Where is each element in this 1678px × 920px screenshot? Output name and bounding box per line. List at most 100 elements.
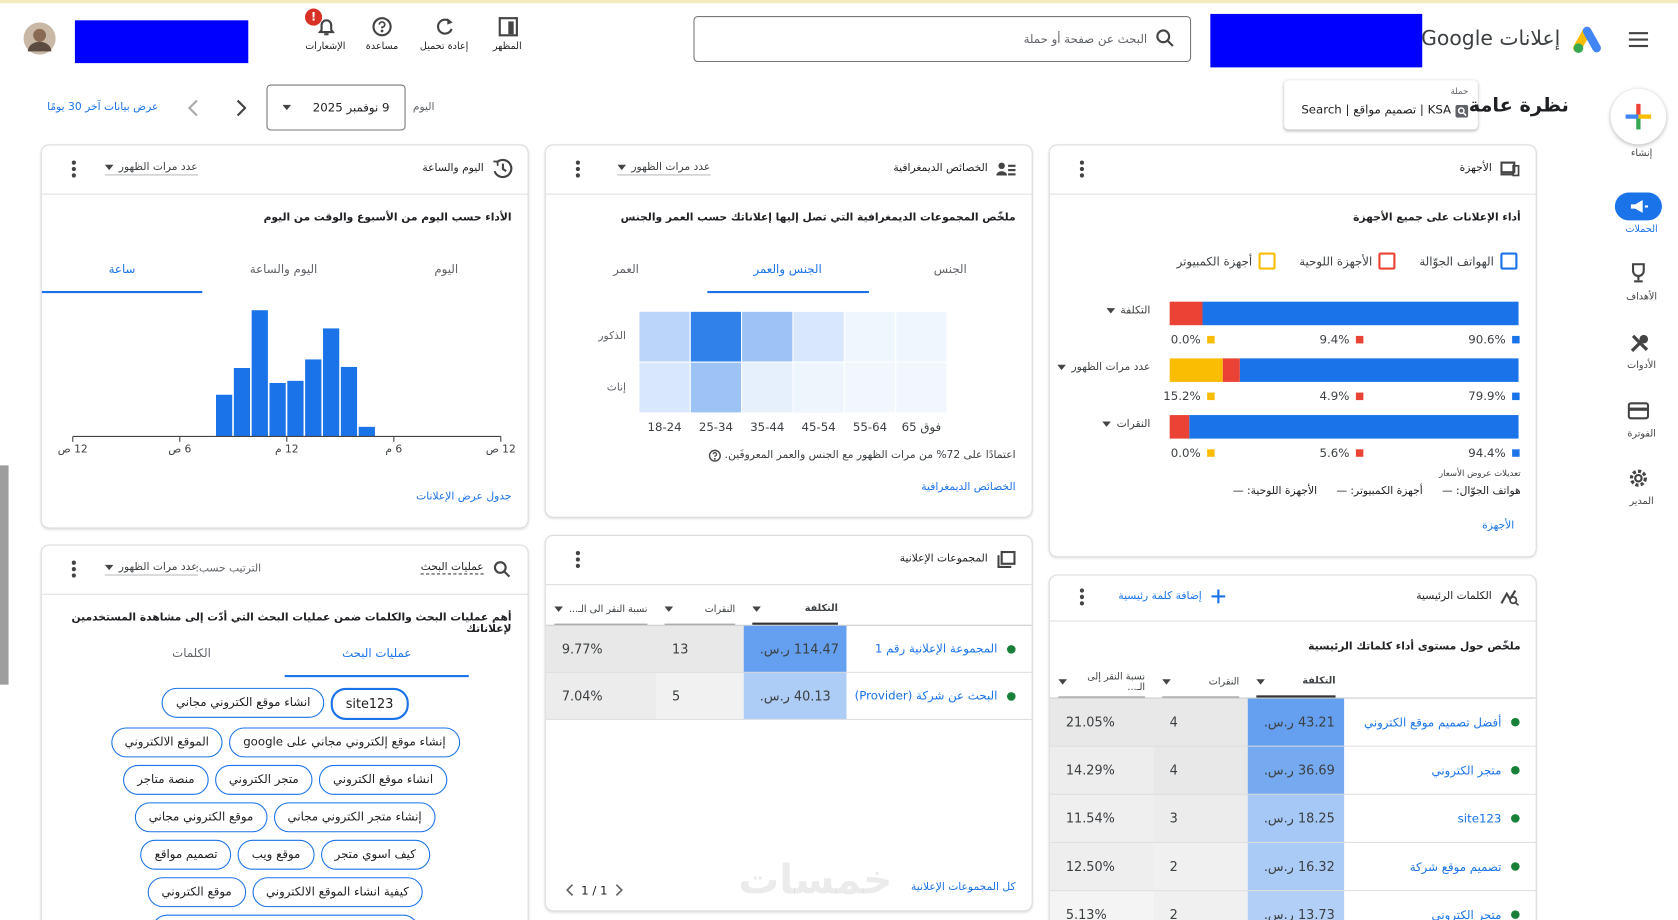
tab[interactable]: عمليات البحث bbox=[342, 646, 412, 661]
caret bbox=[554, 606, 563, 612]
card-link[interactable]: الأجهزة bbox=[1482, 519, 1515, 532]
admin-icon[interactable] bbox=[1628, 467, 1649, 488]
more-menu[interactable] bbox=[575, 550, 581, 569]
metric-dropdown[interactable]: عدد مرات الظهور bbox=[1057, 362, 1150, 375]
card-title[interactable]: عمليات البحث bbox=[420, 561, 484, 575]
caret bbox=[1162, 679, 1171, 685]
caret bbox=[1057, 364, 1067, 371]
date-picker[interactable]: 9 نوفمبر 2025 bbox=[266, 84, 406, 131]
row-name-link[interactable]: المجموعة الإعلانية رقم 1 bbox=[874, 641, 998, 656]
help-icon[interactable] bbox=[708, 449, 721, 462]
tab[interactable]: الجنس والعمر bbox=[753, 262, 822, 277]
add-keyword[interactable]: إضافة كلمة رئيسية bbox=[1118, 590, 1202, 603]
row-name-link[interactable]: متجر الكتروني bbox=[1431, 763, 1502, 778]
card-title: الأجهزة bbox=[1459, 162, 1492, 175]
search-term-chip[interactable]: انشاء موقع الكتروني مجاني bbox=[162, 687, 325, 718]
row-name-link[interactable]: البحث عن شركة (Provider) bbox=[854, 688, 998, 703]
metric-dropdown[interactable]: النقرات bbox=[1102, 418, 1150, 431]
heatmap-cell bbox=[843, 310, 897, 363]
more-menu[interactable] bbox=[71, 160, 76, 178]
search-term-chip[interactable]: إنشاء موقع إلكتروني مجاني على google bbox=[229, 727, 460, 758]
goals-icon[interactable] bbox=[1629, 263, 1648, 284]
column-label: 45-54 bbox=[801, 420, 836, 435]
menu-icon[interactable] bbox=[1628, 31, 1650, 48]
legend-item: أجهزة الكمبيوتر bbox=[1177, 252, 1276, 270]
column-header[interactable]: نسبة النقر الى الـ... bbox=[554, 595, 648, 625]
search-term-chip[interactable]: موقع ويب bbox=[237, 839, 315, 870]
search-term-chip[interactable]: موقع الكتروني bbox=[147, 877, 246, 908]
legend-swatch bbox=[1207, 449, 1215, 457]
bar bbox=[340, 366, 358, 437]
search-term-chip[interactable]: site123 bbox=[330, 687, 409, 720]
page-next[interactable] bbox=[614, 883, 625, 898]
tools-icon[interactable] bbox=[1629, 333, 1650, 354]
bar-segment bbox=[1222, 358, 1240, 382]
create-button[interactable] bbox=[1610, 88, 1667, 145]
row-name-link[interactable]: تصميم موقع شركة bbox=[1409, 859, 1502, 874]
more-menu[interactable] bbox=[1079, 160, 1085, 178]
notifications-icon[interactable] bbox=[316, 16, 337, 37]
card-link[interactable]: الخصائص الديمغرافية bbox=[921, 481, 1016, 494]
demographics-card: الخصائص الديمغرافية عدد مرات الظهور ملخّ… bbox=[544, 144, 1033, 518]
help-icon[interactable] bbox=[371, 16, 392, 37]
search-box[interactable]: البحث عن صفحة أو حملة bbox=[693, 16, 1192, 63]
redacted-box bbox=[1210, 13, 1423, 68]
campaign-selector[interactable]: حملة KSA | تصميم مواقع | Search bbox=[1284, 80, 1478, 129]
search-term-chip[interactable]: موقع الكتروني مجاني bbox=[134, 802, 268, 833]
search-term-chip[interactable]: منصة متاجر bbox=[123, 764, 209, 795]
tab[interactable]: ساعة bbox=[108, 262, 136, 277]
demographics-heatmap bbox=[638, 310, 948, 414]
reload-icon[interactable] bbox=[434, 16, 455, 37]
heatmap-cell bbox=[689, 310, 743, 363]
appearance-icon[interactable] bbox=[498, 16, 519, 37]
row-name-link[interactable]: site123 bbox=[1457, 811, 1502, 826]
billing-icon[interactable] bbox=[1627, 401, 1650, 420]
search-term-chip[interactable]: إنشاء متجر الكتروني مجاني bbox=[273, 802, 436, 833]
column-header[interactable]: التكلفة bbox=[1256, 668, 1336, 698]
more-menu[interactable] bbox=[1079, 588, 1085, 606]
search-term-chip[interactable]: انشاء موقع الكتروني bbox=[319, 764, 448, 795]
card-link[interactable]: كل المجموعات الإعلانية bbox=[910, 881, 1016, 894]
tab[interactable]: اليوم bbox=[434, 262, 459, 277]
row-name-link[interactable]: متجر الكتروني bbox=[1431, 907, 1502, 920]
next-arrow[interactable] bbox=[234, 98, 249, 117]
legend-swatch bbox=[1512, 449, 1520, 457]
metric-dropdown[interactable]: عدد مرات الظهور bbox=[617, 162, 711, 176]
tab[interactable]: العمر bbox=[613, 262, 639, 277]
value-text: 94.4% bbox=[1468, 446, 1506, 461]
column-header[interactable]: النقرات bbox=[664, 595, 736, 625]
add-icon[interactable] bbox=[1211, 589, 1226, 604]
search-term-chip[interactable]: كيفية انشاء الموقع الالكتروني bbox=[252, 877, 423, 908]
search-term-chip[interactable]: site123 customer service phone number bbox=[151, 914, 419, 920]
card-link[interactable]: جدول عرض الإعلانات bbox=[416, 491, 512, 503]
tab[interactable]: الجنس bbox=[933, 262, 967, 277]
more-menu[interactable] bbox=[575, 160, 581, 178]
legend-item: الأجهزة اللوحية bbox=[1299, 252, 1396, 270]
nav-active-pill[interactable] bbox=[1614, 192, 1662, 221]
more-menu[interactable] bbox=[71, 560, 76, 578]
search-term-chip[interactable]: الموقع الالكتروني bbox=[110, 727, 223, 758]
metric-dropdown[interactable]: عدد مرات الظهور bbox=[104, 162, 198, 176]
metric-dropdown[interactable]: التكلفة bbox=[1106, 305, 1150, 318]
column-header[interactable]: التكلفة bbox=[752, 595, 838, 625]
column-header[interactable]: النقرات bbox=[1162, 668, 1240, 698]
prev-arrow[interactable] bbox=[186, 98, 201, 117]
search-term-chip[interactable]: تصميم مواقع bbox=[140, 839, 232, 870]
avatar[interactable] bbox=[23, 22, 56, 55]
row-name-cell: متجر الكتروني bbox=[1344, 891, 1536, 920]
x-tick-label: 12 ص bbox=[57, 443, 88, 456]
campaign-label: حملة bbox=[1450, 86, 1469, 97]
tab[interactable]: اليوم والساعة bbox=[249, 262, 318, 277]
card-header bbox=[545, 145, 1032, 195]
row-name-link[interactable]: أفضل تصميم موقع الكتروني bbox=[1364, 715, 1502, 730]
column-header[interactable]: نسبة النقر إلى الـ... bbox=[1058, 668, 1146, 698]
search-term-chip[interactable]: متجر الكتروني bbox=[214, 764, 313, 795]
last-30-link[interactable]: عرض بيانات آخر 30 يومًا bbox=[47, 101, 159, 114]
tab[interactable]: الكلمات bbox=[172, 646, 211, 661]
legend-swatch bbox=[1207, 335, 1215, 344]
metric-cell: 4 bbox=[1153, 746, 1248, 795]
metric-cell: 36.69 ر.س. bbox=[1247, 746, 1345, 795]
metric-dropdown[interactable]: عدد مرات الظهور bbox=[104, 562, 198, 576]
search-term-chip[interactable]: كيف اسوي متجر bbox=[320, 839, 430, 870]
page-prev[interactable] bbox=[564, 883, 575, 898]
